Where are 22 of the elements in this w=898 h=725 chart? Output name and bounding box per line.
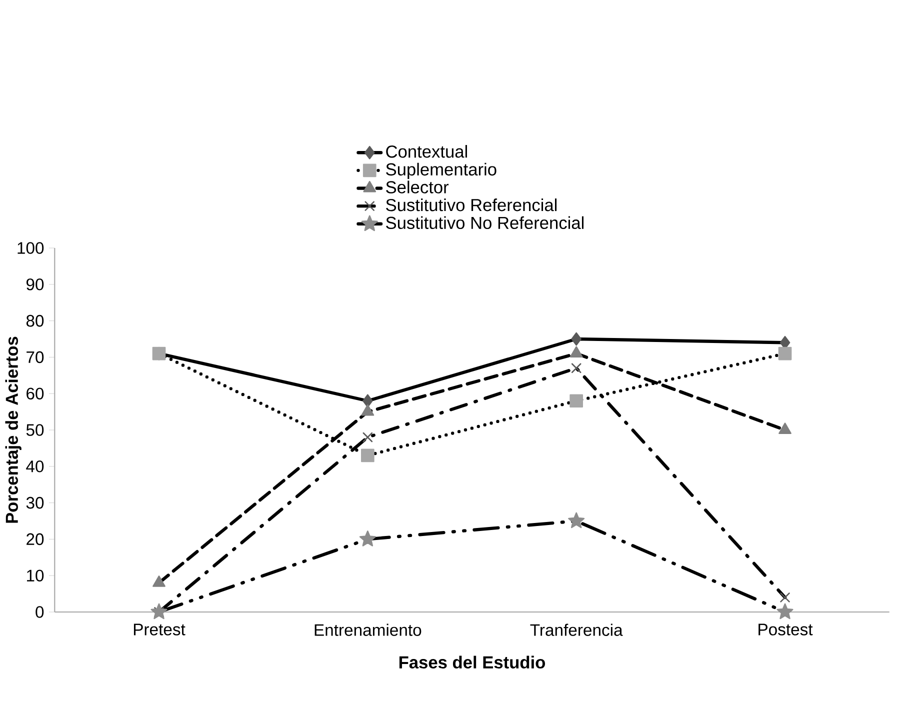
y-tick-label: 100: [18, 242, 44, 254]
x-tick-label: Pretest: [134, 624, 186, 636]
y-axis-title: Porcentaje de Aciertos: [5, 336, 22, 523]
y-tick-label: 70: [26, 351, 44, 364]
x-tick-label: Entrenamiento: [314, 624, 422, 636]
legend-label: Selector: [386, 180, 449, 194]
y-tick-label: 50: [26, 424, 44, 436]
y-tick-label: 30: [26, 496, 44, 509]
y-tick-label: 20: [26, 533, 44, 546]
legend-label: Contextual: [386, 145, 467, 158]
x-axis-title: Fases del Estudio: [399, 656, 546, 669]
y-tick-label: 90: [26, 278, 44, 290]
y-tick-label: 10: [27, 570, 44, 582]
legend-label: Suplementario: [386, 162, 496, 179]
legend-label: Sustitutivo No Referencial: [386, 216, 584, 230]
x-tick-label: Postest: [758, 624, 813, 636]
y-tick-label: 80: [26, 314, 44, 327]
y-tick-label: 40: [26, 460, 44, 472]
y-tick-label: 0: [36, 606, 44, 618]
y-tick-label: 60: [26, 388, 44, 400]
legend-label: Sustitutivo Referencial: [386, 198, 557, 212]
x-tick-label: Tranferencia: [530, 624, 623, 636]
